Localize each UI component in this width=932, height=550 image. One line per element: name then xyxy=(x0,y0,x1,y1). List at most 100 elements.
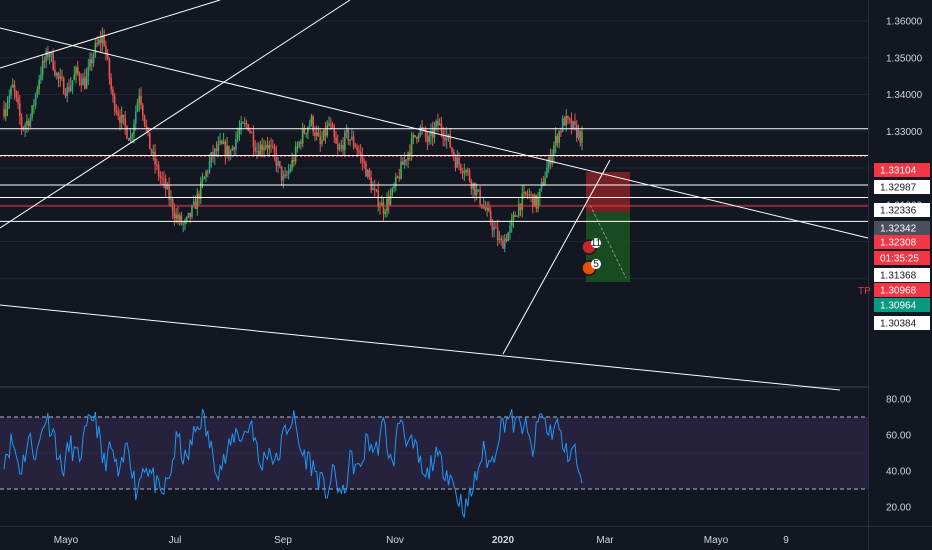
candle-body xyxy=(38,79,40,90)
candle-body xyxy=(45,51,47,62)
candle-body xyxy=(560,131,562,133)
candle-body xyxy=(115,110,118,113)
price-badge[interactable] xyxy=(874,235,930,249)
trend-lines[interactable] xyxy=(0,0,869,391)
candle-body xyxy=(140,95,142,105)
price-badge[interactable] xyxy=(874,180,930,194)
candle-body xyxy=(117,112,119,117)
candle-body xyxy=(308,123,311,128)
candle-body xyxy=(92,54,95,64)
candle-body xyxy=(338,147,341,150)
trend-line[interactable] xyxy=(0,304,841,391)
price-badge[interactable] xyxy=(874,268,930,282)
candle-body xyxy=(3,109,5,117)
candle-body xyxy=(136,102,139,112)
candle-body xyxy=(233,147,235,150)
candle-body xyxy=(554,135,557,146)
candle-body xyxy=(212,152,214,157)
trend-line[interactable] xyxy=(0,27,869,239)
candle-body xyxy=(400,161,402,179)
price-tick-label: 1.35000 xyxy=(886,53,923,64)
time-tick-label: Nov xyxy=(386,535,404,546)
candle-body xyxy=(149,132,151,150)
candle-body xyxy=(321,140,323,144)
candle-body xyxy=(294,146,297,162)
candle-body xyxy=(468,171,471,181)
candle-body xyxy=(238,129,241,134)
candle-body xyxy=(474,183,476,195)
price-badge[interactable] xyxy=(874,316,930,330)
candle-body xyxy=(431,130,434,138)
candle-body xyxy=(532,194,534,208)
candle-body xyxy=(524,191,527,195)
candle-body xyxy=(71,80,74,86)
candle-body xyxy=(217,143,220,152)
candle-body xyxy=(196,193,199,209)
trend-line[interactable] xyxy=(502,159,611,355)
candle-body xyxy=(36,89,39,95)
candle-body xyxy=(528,194,531,196)
candle-body xyxy=(361,154,364,162)
trend-line[interactable] xyxy=(0,0,221,69)
time-tick-label: 2020 xyxy=(492,535,515,546)
time-axis[interactable]: Mayo Jul Sep Nov 2020 Mar Mayo 9 xyxy=(0,526,932,547)
candle-body xyxy=(231,147,234,151)
price-badge[interactable] xyxy=(874,298,930,312)
candle-body xyxy=(208,161,211,172)
candle-body xyxy=(256,151,258,153)
candle-body xyxy=(261,144,264,151)
candle-body xyxy=(570,119,573,129)
candle-body xyxy=(396,176,399,178)
candle-body xyxy=(328,123,330,126)
price-badge-label: 1.32308 xyxy=(880,238,917,249)
candle-body xyxy=(405,159,408,161)
candle-body xyxy=(319,135,322,144)
price-axis[interactable]: 1.360001.350001.340001.330001.320001.310… xyxy=(868,0,932,550)
candle-body xyxy=(526,194,529,196)
candle-body xyxy=(50,52,53,55)
candle-body xyxy=(502,240,504,249)
candle-body xyxy=(509,225,511,233)
price-badge[interactable] xyxy=(874,203,930,217)
event-markers[interactable]: 11 5 xyxy=(581,238,602,276)
candle-body xyxy=(410,137,413,155)
candle-body xyxy=(203,176,206,180)
candle-body xyxy=(270,145,272,147)
candle-body xyxy=(521,193,524,210)
candle-body xyxy=(298,142,300,147)
candle-body xyxy=(447,134,450,136)
economic-event-marker[interactable]: 11 xyxy=(581,238,602,255)
candle-body xyxy=(69,85,72,92)
candle-body xyxy=(271,145,274,147)
flag-event-marker[interactable]: 5 xyxy=(581,259,601,276)
candle-body xyxy=(391,188,394,196)
time-tick-label: Mayo xyxy=(54,535,79,546)
candle-body xyxy=(349,139,351,141)
horizontal-levels[interactable] xyxy=(0,128,868,222)
price-badge[interactable] xyxy=(874,221,930,235)
trend-line[interactable] xyxy=(0,0,351,229)
candle-body xyxy=(435,120,437,128)
candle-body xyxy=(194,201,197,209)
price-badge[interactable] xyxy=(874,283,930,297)
position-zones[interactable] xyxy=(586,172,630,282)
candle-body xyxy=(451,147,453,152)
candle-body xyxy=(403,159,406,165)
candle-body xyxy=(303,128,306,134)
candle-body xyxy=(535,194,538,209)
candle-body xyxy=(412,134,415,138)
candle-body xyxy=(539,188,541,198)
candle-body xyxy=(344,132,346,151)
candle-body xyxy=(507,232,510,241)
candle-body xyxy=(291,159,293,169)
price-badge[interactable] xyxy=(874,251,930,265)
candle-body xyxy=(440,123,443,132)
candle-body xyxy=(235,138,237,150)
candle-body xyxy=(454,157,457,168)
candle-body xyxy=(259,144,262,156)
candle-body xyxy=(68,87,70,92)
candle-body xyxy=(488,207,490,212)
candle-body xyxy=(305,133,307,135)
price-badge[interactable] xyxy=(874,163,930,177)
